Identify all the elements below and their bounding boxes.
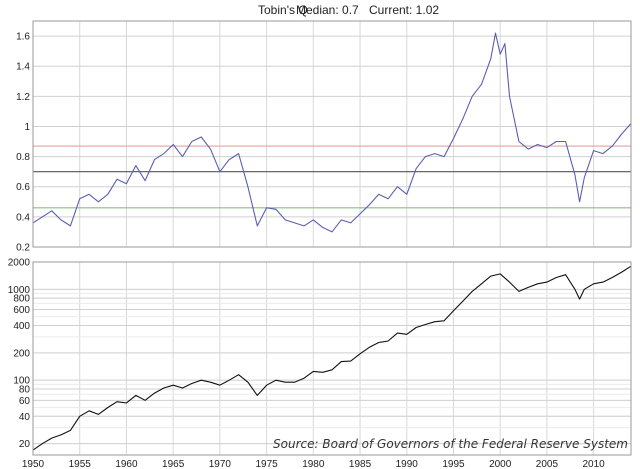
y-tick-label: 0.8 bbox=[16, 152, 30, 163]
y-tick-label: 1 bbox=[24, 122, 30, 133]
y-tick-label: 80 bbox=[19, 384, 31, 395]
x-tick-label: 2005 bbox=[536, 459, 559, 469]
median-label: Median: 0.7 bbox=[296, 3, 359, 17]
series-line bbox=[32, 265, 632, 451]
y-tick-label: 2000 bbox=[8, 258, 31, 269]
y-tick-label: 200 bbox=[13, 348, 30, 359]
tobins-q-panel: 0.2 0.4 0.6 0.8 1 1.2 1.4 1.6 bbox=[16, 20, 632, 254]
x-tick-label: 1955 bbox=[69, 459, 92, 469]
plot-area bbox=[33, 21, 631, 247]
series-line bbox=[32, 32, 632, 233]
plot-frame bbox=[32, 261, 632, 456]
y-tick-label: 60 bbox=[19, 396, 31, 407]
x-tick-label: 2000 bbox=[489, 459, 512, 469]
x-tick-label: 1990 bbox=[396, 459, 419, 469]
x-tick-label: 1980 bbox=[302, 459, 325, 469]
x-tick-label: 2010 bbox=[583, 459, 606, 469]
x-tick-label: 1950 bbox=[22, 459, 45, 469]
y-tick-label: 1.2 bbox=[16, 92, 30, 103]
y-tick-label: 1.6 bbox=[16, 32, 30, 43]
x-tick-label: 1995 bbox=[442, 459, 465, 469]
y-tick-label: 0.6 bbox=[16, 182, 30, 193]
y-tick-label: 0.2 bbox=[16, 243, 30, 254]
x-tick-label: 1985 bbox=[349, 459, 372, 469]
x-tick-label: 1965 bbox=[162, 459, 185, 469]
chart-title: Tobin's Q bbox=[258, 3, 308, 17]
plot-area bbox=[33, 262, 631, 455]
y-tick-label: 40 bbox=[19, 412, 31, 423]
x-tick-label: 1975 bbox=[255, 459, 278, 469]
x-tick-label: 1970 bbox=[209, 459, 232, 469]
source-annotation: Source: Board of Governors of the Federa… bbox=[273, 437, 628, 451]
y-tick-label: 100 bbox=[13, 376, 30, 387]
y-tick-label: 600 bbox=[13, 305, 30, 316]
y-tick-label: 400 bbox=[13, 321, 30, 332]
y-tick-label: 800 bbox=[13, 294, 30, 305]
y-tick-label: 1.4 bbox=[16, 62, 30, 73]
plot-frame bbox=[32, 20, 632, 248]
current-label: Current: 1.02 bbox=[369, 3, 439, 17]
y-tick-label: 20 bbox=[19, 439, 31, 450]
y-tick-label: 0.4 bbox=[16, 212, 30, 223]
y-tick-label: 1000 bbox=[8, 285, 31, 296]
x-tick-label: 1960 bbox=[115, 459, 138, 469]
